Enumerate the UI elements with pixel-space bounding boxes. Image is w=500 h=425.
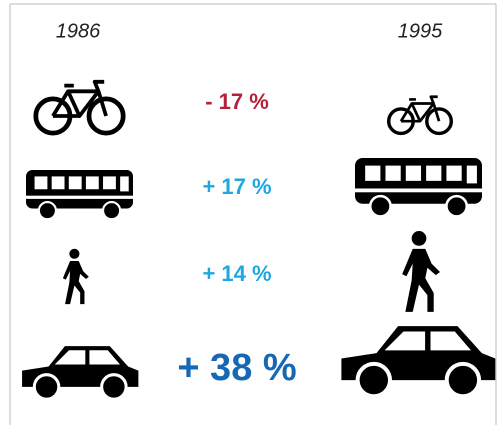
bicycle-icon (36, 82, 123, 133)
bus-icon (353, 156, 484, 218)
bus-icon (24, 168, 135, 221)
change-label: + 14 % (202, 261, 271, 286)
year-right: 1995 (398, 20, 443, 42)
car-icon (20, 344, 140, 401)
bicycle-icon (387, 95, 453, 136)
pedestrian-icon (402, 231, 440, 312)
car-icon (341, 326, 495, 396)
pedestrian-icon (62, 248, 89, 305)
change-label: - 17 % (205, 89, 269, 114)
year-left: 1986 (56, 20, 101, 42)
change-label: + 38 % (177, 347, 296, 389)
change-label: + 17 % (202, 174, 271, 199)
